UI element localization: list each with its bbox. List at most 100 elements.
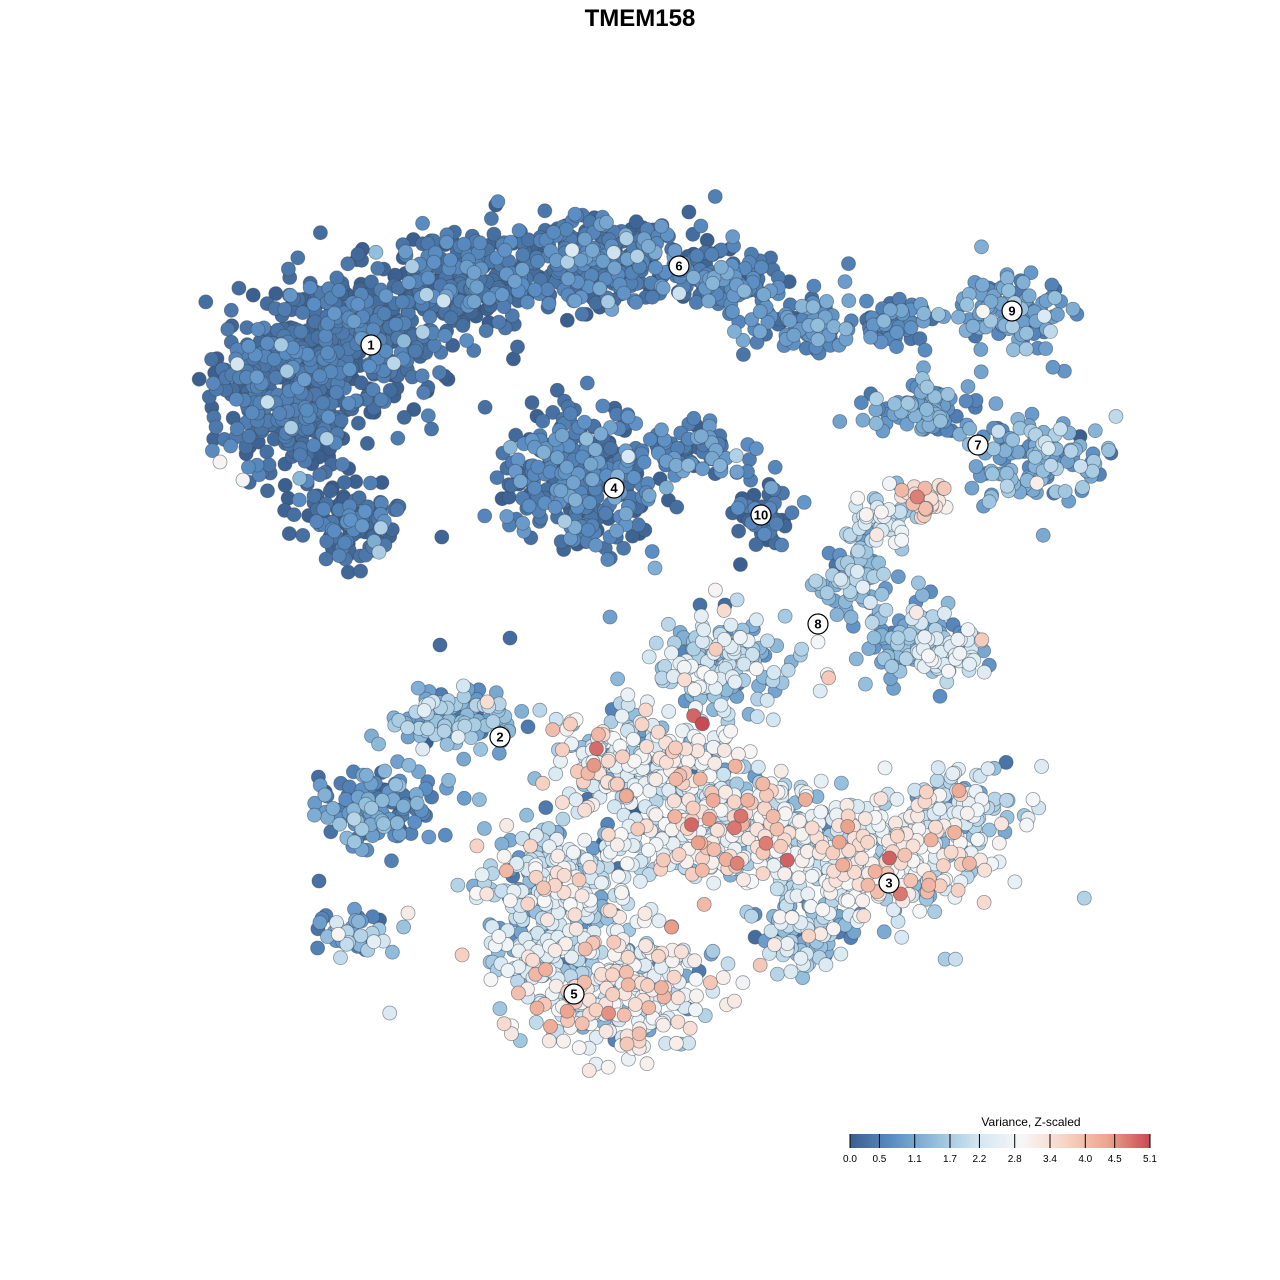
cell-point <box>514 704 530 719</box>
cell-point <box>784 505 800 521</box>
cell-point <box>878 602 894 618</box>
cell-point <box>826 319 842 335</box>
cell-point <box>720 956 736 972</box>
cell-point <box>631 1026 647 1042</box>
cell-point <box>456 790 472 806</box>
cell-point <box>900 395 916 411</box>
cell-point <box>598 506 613 521</box>
cell-point <box>703 975 718 990</box>
cell-point <box>415 215 431 231</box>
legend-colorbar <box>850 1134 1150 1148</box>
cell-point <box>389 502 405 518</box>
cell-point <box>959 297 975 313</box>
cell-point <box>491 314 507 330</box>
cell-point <box>582 859 598 875</box>
cell-point <box>559 1003 575 1019</box>
cell-point <box>962 421 978 436</box>
cell-point <box>1035 527 1051 543</box>
cell-point <box>556 1033 571 1049</box>
cell-point <box>681 457 696 473</box>
cell-point <box>315 395 331 411</box>
cell-point <box>485 714 501 729</box>
cell-point <box>703 670 719 685</box>
cell-point <box>829 607 845 623</box>
cell-point <box>555 795 570 810</box>
cell-point <box>687 953 702 969</box>
cell-point <box>421 829 437 845</box>
cell-point <box>1019 817 1035 833</box>
cell-point <box>947 825 963 840</box>
cell-point <box>359 767 374 783</box>
cell-point <box>1041 441 1056 456</box>
cell-point <box>981 494 997 510</box>
cell-point <box>204 443 220 459</box>
cell-point <box>909 489 925 505</box>
cell-point <box>454 947 470 963</box>
cell-point <box>750 759 766 775</box>
cell-point <box>605 967 620 983</box>
cell-point <box>918 501 933 516</box>
cell-point <box>373 392 389 408</box>
cell-point <box>666 969 682 985</box>
cell-point <box>648 260 663 276</box>
cell-point <box>688 1002 703 1018</box>
cell-point <box>603 440 619 456</box>
cell-point <box>341 395 357 411</box>
cell-point <box>371 544 387 560</box>
cell-point <box>915 587 930 603</box>
cell-point <box>312 225 328 241</box>
cluster-label-5: 5 <box>563 983 585 1005</box>
cell-point <box>558 222 574 237</box>
cell-point <box>887 396 902 412</box>
cluster-label-text: 2 <box>496 730 503 745</box>
cluster-label-text: 1 <box>367 338 374 353</box>
cell-point <box>860 877 876 893</box>
cell-point <box>755 776 771 792</box>
cell-point <box>337 535 353 551</box>
cell-point <box>497 242 513 258</box>
cell-point <box>921 648 936 664</box>
cell-point <box>773 838 789 854</box>
cell-point <box>312 467 328 483</box>
cell-point <box>491 929 507 944</box>
cell-point <box>545 722 561 738</box>
legend-title: Variance, Z-scaled <box>981 1115 1080 1129</box>
cell-point <box>917 629 932 645</box>
cell-point <box>723 617 739 633</box>
cell-point <box>1043 457 1059 473</box>
cell-point <box>651 913 667 929</box>
cell-point <box>547 943 563 958</box>
cell-point <box>466 294 482 310</box>
cell-point <box>693 428 709 444</box>
cell-point <box>669 499 685 515</box>
cell-point <box>473 742 489 757</box>
cell-point <box>549 382 565 398</box>
cell-point <box>909 605 924 620</box>
cell-point <box>850 490 866 506</box>
cell-point <box>919 784 934 800</box>
cell-point <box>682 1020 698 1036</box>
cell-point <box>528 1015 544 1030</box>
cell-point <box>350 296 366 312</box>
cell-point <box>293 324 309 340</box>
cell-point <box>628 294 644 310</box>
cell-point <box>648 807 664 823</box>
cell-point <box>706 875 722 891</box>
cell-point <box>980 761 996 777</box>
cell-point <box>889 791 905 807</box>
cell-point <box>538 962 553 977</box>
cell-point <box>340 564 356 580</box>
cell-point <box>331 283 347 298</box>
cell-point <box>602 609 618 625</box>
cell-point <box>932 801 948 817</box>
cell-point <box>598 1024 614 1039</box>
cell-point <box>442 252 458 268</box>
cell-point <box>616 285 632 301</box>
cell-point <box>831 834 847 850</box>
cell-point <box>749 612 764 628</box>
cell-point <box>706 842 722 857</box>
cell-point <box>228 391 244 407</box>
cell-point <box>948 951 963 967</box>
cell-point <box>994 816 1009 832</box>
cell-point <box>581 1063 597 1078</box>
